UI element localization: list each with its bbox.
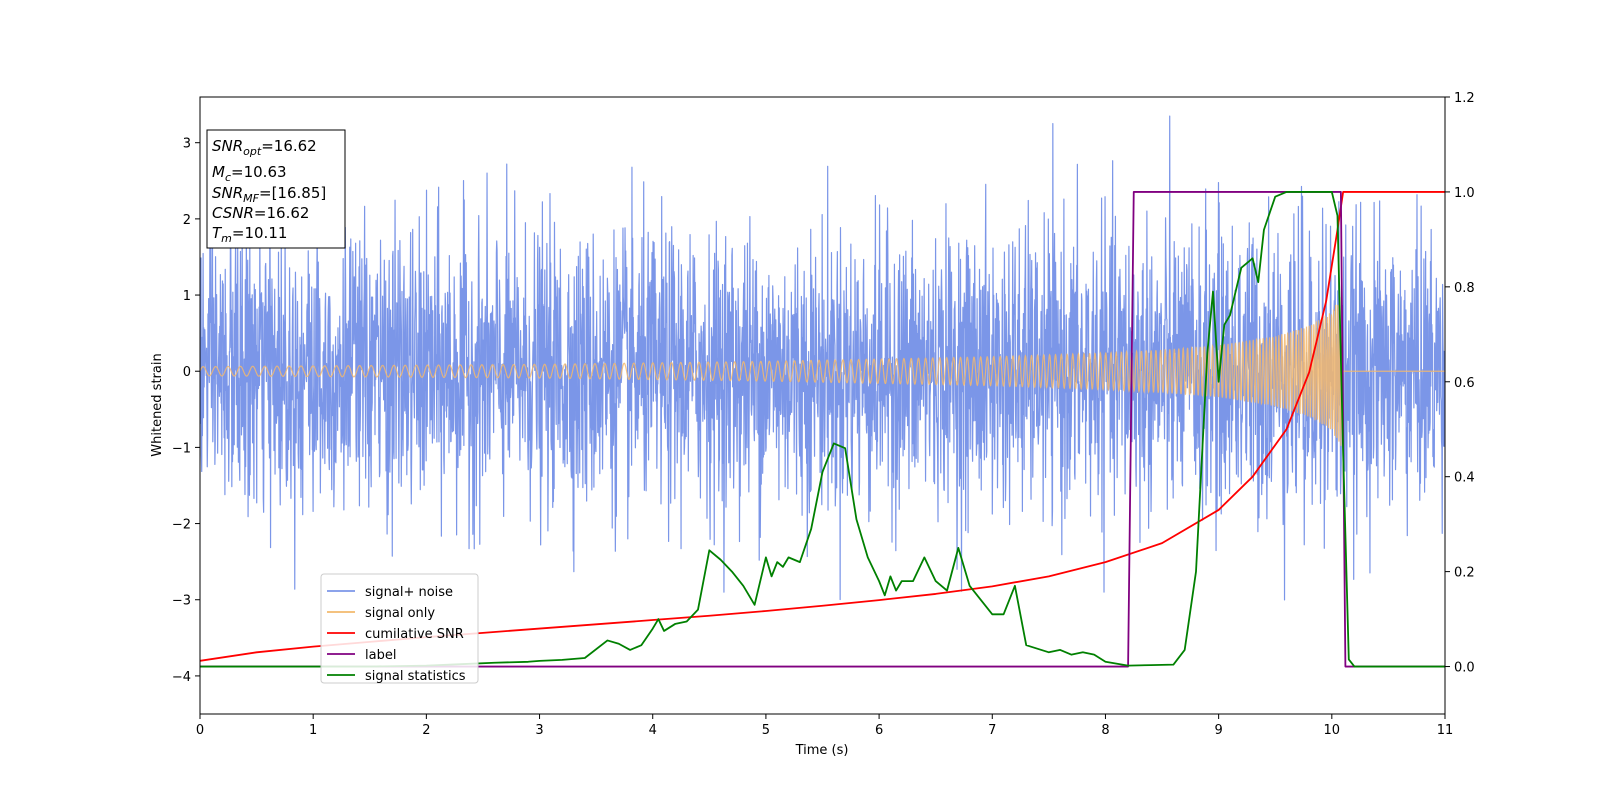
info-snr-mf-sub: MF <box>243 192 259 205</box>
x-tick-label: 9 <box>1214 723 1222 738</box>
info-csnr: CSNR=16.62 <box>212 204 309 222</box>
y2-tick-label: 0.2 <box>1454 566 1475 581</box>
series-signal-only <box>200 297 1445 446</box>
info-snr-opt-main: SNR <box>212 137 243 155</box>
y-tick-label: −4 <box>172 670 191 685</box>
y2-tick-label: 0.8 <box>1454 281 1475 296</box>
x-tick-label: 6 <box>875 723 883 738</box>
y-tick-label: 3 <box>183 137 191 152</box>
info-mc-main: M <box>212 163 225 181</box>
y-tick-label: 0 <box>183 365 191 380</box>
legend-label: label <box>365 648 396 663</box>
x-axis-label: Time (s) <box>795 743 849 758</box>
y-tick-label: −2 <box>172 518 191 533</box>
y2-tick-label: 1.2 <box>1454 91 1475 106</box>
legend-frame <box>320 573 479 684</box>
legend-label: cumilative SNR <box>365 627 464 642</box>
x-tick-label: 8 <box>1101 723 1109 738</box>
info-box: SNRopt=16.62 Mc=10.63 SNRMF=[16.85] CSNR… <box>206 129 346 249</box>
info-tm: Tm=10.11 <box>212 224 287 245</box>
signal-statistics-line <box>200 191 1445 668</box>
plot-frame <box>199 96 1446 715</box>
x-tick-label: 0 <box>196 723 204 738</box>
y2-tick-label: 0.0 <box>1454 661 1475 676</box>
legend-items: signal+ noise signal only cumilative SNR la… <box>327 585 466 684</box>
info-snr-mf-value: =[16.85] <box>259 184 326 202</box>
info-snr-mf-main: SNR <box>212 184 243 202</box>
info-tm-main: T <box>212 224 223 242</box>
legend: signal+ noise signal only cumilative SNR la… <box>320 573 479 684</box>
x-tick-label: 11 <box>1437 723 1454 738</box>
x-tick-label: 3 <box>535 723 543 738</box>
info-tm-sub: m <box>221 232 232 245</box>
info-mc-value: =10.63 <box>231 163 287 181</box>
y2-axis-ticks: 1.2 1.0 0.8 0.6 0.4 0.2 0.0 <box>1445 91 1475 676</box>
signal-only-line <box>200 297 1445 446</box>
legend-label: signal statistics <box>365 669 466 684</box>
info-tm-value: =10.11 <box>232 224 288 242</box>
x-tick-label: 7 <box>988 723 996 738</box>
y2-tick-label: 0.6 <box>1454 376 1475 391</box>
y-axis-ticks: 3 2 1 0 −1 −2 −3 −4 <box>172 137 200 685</box>
info-csnr-value: =16.62 <box>254 204 310 222</box>
x-tick-label: 2 <box>422 723 430 738</box>
legend-label: signal only <box>365 606 435 621</box>
x-tick-label: 4 <box>649 723 657 738</box>
y-axis-label: Whitened strain <box>150 353 165 456</box>
y2-tick-label: 0.4 <box>1454 471 1475 486</box>
y-tick-label: −1 <box>172 441 191 456</box>
legend-label: signal+ noise <box>365 585 453 600</box>
y-tick-label: 2 <box>183 213 191 228</box>
info-box-frame <box>206 129 346 249</box>
info-snr-opt: SNRopt=16.62 <box>212 137 317 158</box>
info-snr-opt-sub: opt <box>243 145 262 158</box>
x-tick-label: 1 <box>309 723 317 738</box>
x-axis-ticks: 0 1 2 3 4 5 6 7 8 9 10 11 <box>196 714 1453 738</box>
x-tick-label: 10 <box>1324 723 1341 738</box>
x-tick-label: 5 <box>762 723 770 738</box>
y-tick-label: −3 <box>172 594 191 609</box>
info-snr-mf: SNRMF=[16.85] <box>212 184 326 205</box>
info-mc-sub: c <box>225 171 231 184</box>
y-tick-label: 1 <box>183 289 191 304</box>
y2-tick-label: 1.0 <box>1454 186 1475 201</box>
info-snr-opt-value: =16.62 <box>261 137 317 155</box>
info-mc: Mc=10.63 <box>212 163 287 184</box>
info-csnr-main: CSNR <box>212 204 254 222</box>
series-signal-statistics <box>200 191 1445 668</box>
